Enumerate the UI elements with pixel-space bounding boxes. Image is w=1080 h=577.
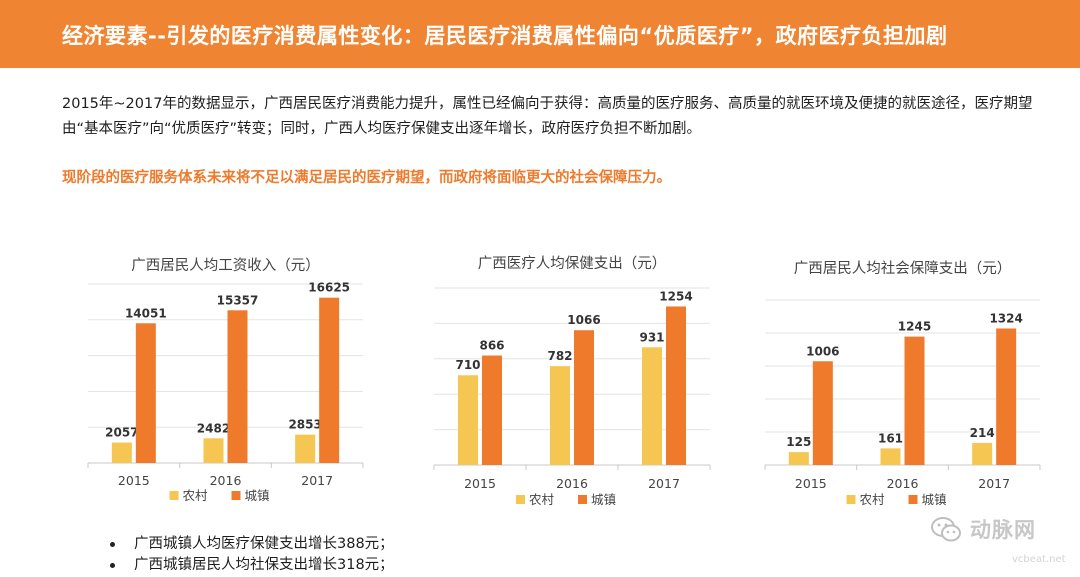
legend-swatch (231, 491, 241, 500)
data-label: 16625 (308, 281, 350, 295)
data-label: 15357 (217, 293, 259, 307)
bullet-text: 广西城镇居民人均社保支出增长318元； (134, 557, 394, 573)
watermark-url: vcbeat.net (1012, 554, 1066, 565)
data-label: 1006 (806, 344, 839, 358)
chart-title: 广西医疗人均保健支出（元） (478, 255, 667, 272)
bar-rural (295, 434, 316, 463)
bar-urban (319, 297, 340, 463)
legend-label: 农村 (860, 492, 886, 507)
bullet-item: 广西城镇居民人均社保支出增长318元； (110, 555, 394, 576)
legend-swatch (578, 495, 587, 504)
legend-swatch (908, 495, 918, 504)
data-label: 214 (970, 426, 995, 440)
category-label: 2015 (795, 476, 827, 491)
bar-urban (227, 310, 248, 463)
chart-title: 广西居民人均社会保障支出（元） (794, 259, 1012, 277)
data-label: 866 (479, 339, 504, 353)
data-label: 1066 (567, 313, 600, 327)
wechat-icon (931, 517, 961, 542)
bullet-item: 广西城镇人均医疗保健支出增长388元； (110, 534, 394, 555)
category-label: 2017 (301, 473, 333, 488)
category-label: 2017 (648, 476, 680, 491)
bar-rural (972, 442, 993, 465)
bullet-text: 广西城镇人均医疗保健支出增长388元； (134, 536, 394, 552)
bullet-dot-icon (110, 542, 115, 547)
bar-urban (904, 336, 925, 465)
bar-rural (203, 438, 224, 463)
bar-rural (788, 452, 809, 465)
data-label: 710 (455, 358, 480, 372)
category-label: 2015 (118, 473, 150, 488)
legend-swatch (169, 491, 179, 500)
data-label: 782 (547, 349, 572, 363)
bullet-list: 广西城镇人均医疗保健支出增长388元； 广西城镇居民人均社保支出增长318元； (110, 534, 394, 576)
legend-label: 城镇 (245, 488, 270, 503)
bar-rural (642, 347, 662, 465)
category-label: 2016 (887, 476, 919, 491)
legend-label: 城镇 (922, 492, 947, 507)
bar-rural (550, 366, 570, 465)
bar-urban (812, 361, 833, 465)
category-label: 2015 (464, 476, 496, 491)
bar-urban (666, 306, 686, 465)
chart-3: 广西居民人均社会保障支出（元） 125 1006 2015 161 1245 2016 214… (764, 259, 1041, 507)
page-title: 经济要素--引发的医疗消费属性变化：居民医疗消费属性偏向“优质医疗”，政府医疗负… (62, 24, 948, 48)
legend-swatch (516, 495, 525, 504)
category-label: 2016 (210, 473, 242, 488)
data-label: 1245 (898, 320, 931, 334)
data-label: 1254 (659, 289, 692, 303)
bar-rural (111, 442, 132, 463)
data-label: 161 (878, 431, 903, 445)
legend-label: 城镇 (591, 492, 616, 507)
bar-urban (135, 323, 156, 463)
data-label: 14051 (125, 306, 167, 320)
legend-label: 农村 (183, 488, 209, 503)
bullet-dot-icon (110, 563, 115, 568)
category-label: 2016 (556, 476, 588, 491)
chart-1: 广西居民人均工资收入（元） 2057 14051 2015 2482 15357 2016 2… (87, 257, 364, 503)
intro-paragraph: 2015年~2017年的数据显示，广西居民医疗消费能力提升，属性已经偏向于获得：… (62, 96, 1033, 137)
data-label: 2853 (288, 418, 321, 432)
bar-urban (482, 355, 502, 465)
highlight-conclusion: 现阶段的医疗服务体系未来将不足以满足居民的医疗期望，而政府将面临更大的社会保障压… (62, 170, 671, 186)
category-label: 2017 (978, 476, 1010, 491)
data-label: 125 (786, 435, 811, 449)
legend-label: 农村 (529, 492, 555, 507)
data-label: 2057 (105, 426, 138, 440)
chart-2: 广西医疗人均保健支出（元） 710 866 2015 782 1066 2016 931 125… (433, 255, 711, 507)
data-label: 1324 (989, 311, 1022, 325)
chart-title: 广西居民人均工资收入（元） (131, 257, 320, 274)
data-label: 2482 (197, 421, 230, 435)
bar-urban (574, 330, 594, 465)
legend-swatch (846, 495, 856, 504)
bar-rural (880, 448, 901, 465)
data-label: 931 (639, 330, 664, 344)
watermark-brand: 动脉网 (970, 518, 1036, 542)
header-banner: 经济要素--引发的医疗消费属性变化：居民医疗消费属性偏向“优质医疗”，政府医疗负… (0, 0, 1080, 68)
bar-urban (996, 328, 1017, 465)
watermark: 动脉网 vcbeat.net (924, 510, 1074, 572)
bar-rural (458, 375, 478, 465)
